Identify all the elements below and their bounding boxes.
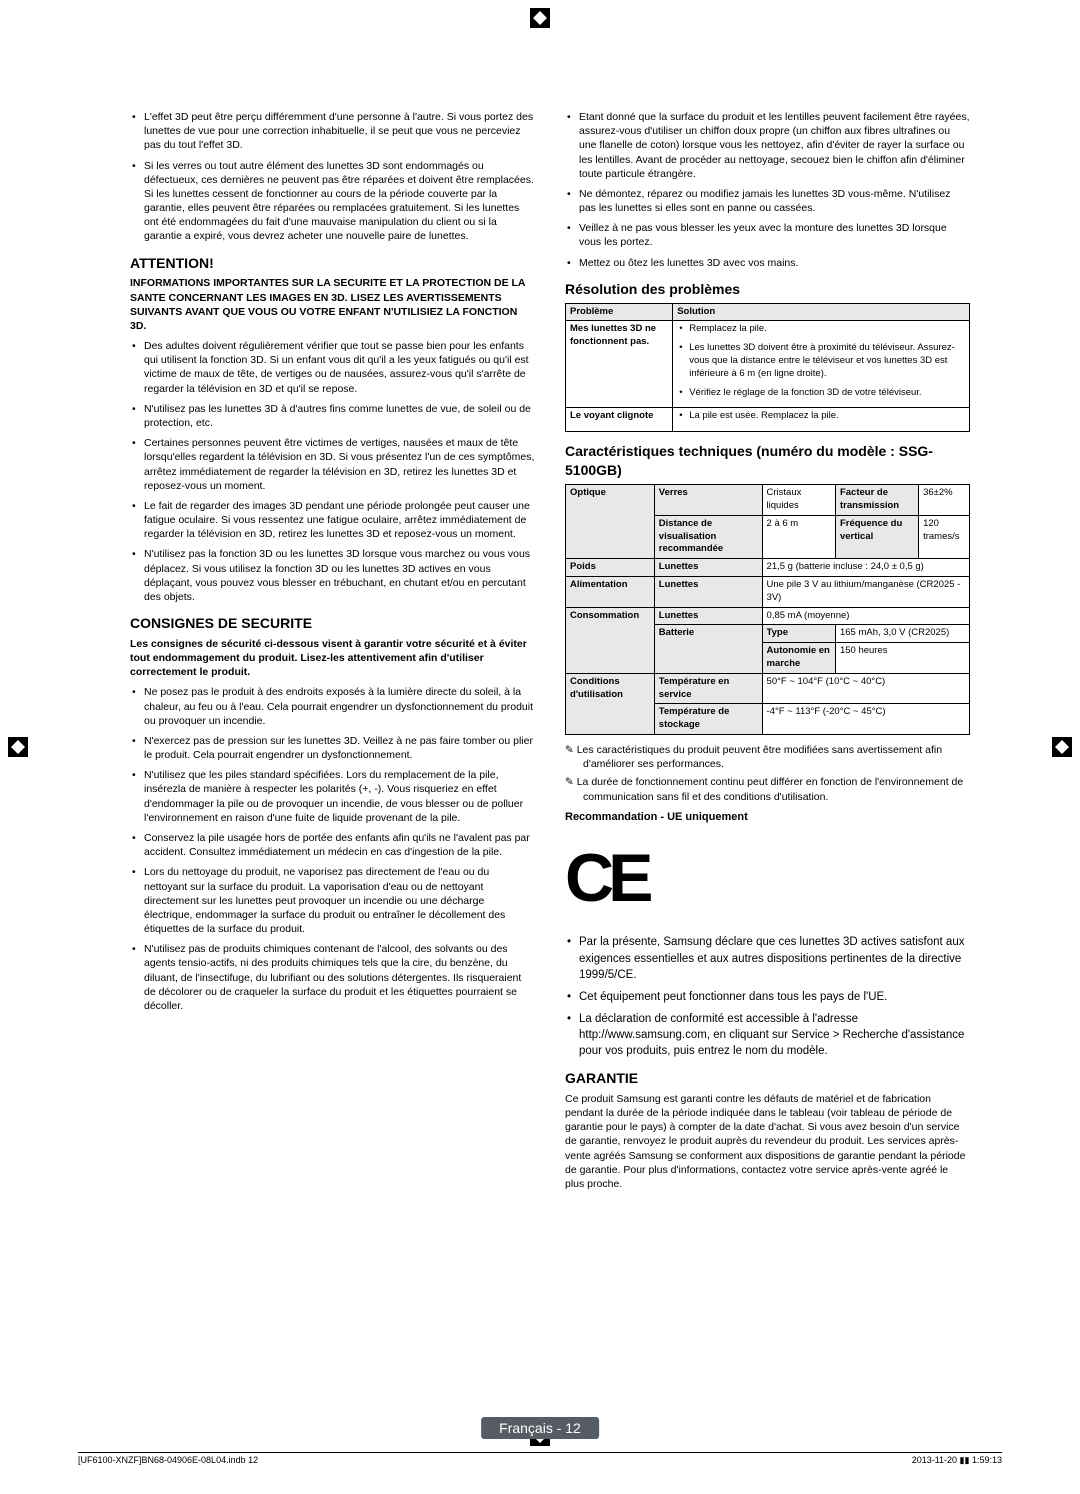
- list-item: Si les verres ou tout autre élément des …: [144, 159, 535, 244]
- top-bullets-right: Etant donné que la surface du produit et…: [565, 110, 970, 270]
- list-item: Ne posez pas le produit à des endroits e…: [144, 685, 535, 728]
- list-item: Certaines personnes peuvent être victime…: [144, 436, 535, 493]
- table-cell: 2 à 6 m: [762, 515, 835, 558]
- resolution-heading: Résolution des problèmes: [565, 280, 970, 299]
- table-header: Solution: [673, 303, 970, 321]
- table-cell: Remplacez la pile. Les lunettes 3D doive…: [673, 321, 970, 408]
- top-bullets-left: L'effet 3D peut être perçu différemment …: [130, 110, 535, 244]
- list-item: Ne démontez, réparez ou modifiez jamais …: [579, 187, 970, 215]
- carac-heading: Caractéristiques techniques (numéro du m…: [565, 442, 970, 480]
- table-cell: Poids: [566, 559, 655, 577]
- list-item: La déclaration de conformité est accessi…: [579, 1011, 970, 1059]
- crop-mark: [1052, 737, 1072, 757]
- list-item: Veillez à ne pas vous blesser les yeux a…: [579, 221, 970, 249]
- list-item: Vérifiez le réglage de la fonction 3D de…: [689, 387, 965, 400]
- consignes-bold: Les consignes de sécurité ci-dessous vis…: [130, 637, 535, 680]
- list-item: Les lunettes 3D doivent être à proximité…: [689, 342, 965, 380]
- right-column: Etant donné que la surface du produit et…: [565, 110, 970, 1191]
- reco-heading: Recommandation - UE uniquement: [565, 810, 970, 825]
- page-columns: L'effet 3D peut être perçu différemment …: [130, 110, 970, 1191]
- table-cell: Le voyant clignote: [566, 408, 673, 432]
- table-cell: Consommation: [566, 607, 655, 673]
- table-cell: Optique: [566, 485, 655, 559]
- note-text: Les caractéristiques du produit peuvent …: [583, 743, 970, 771]
- list-item: N'utilisez pas les lunettes 3D à d'autre…: [144, 402, 535, 430]
- table-cell: 0,85 mA (moyenne): [762, 607, 969, 625]
- table-cell: Batterie: [654, 625, 762, 673]
- table-cell: Facteur de transmission: [835, 485, 918, 516]
- table-cell: La pile est usée. Remplacez la pile.: [673, 408, 970, 432]
- table-cell: Conditions d'utilisation: [566, 673, 655, 734]
- list-item: La pile est usée. Remplacez la pile.: [689, 410, 965, 423]
- list-item: L'effet 3D peut être perçu différemment …: [144, 110, 535, 153]
- consignes-heading: CONSIGNES DE SECURITE: [130, 614, 535, 633]
- list-item: N'utilisez pas la fonction 3D ou les lun…: [144, 547, 535, 604]
- table-cell: 165 mAh, 3,0 V (CR2025): [835, 625, 969, 643]
- garantie-text: Ce produit Samsung est garanti contre le…: [565, 1092, 970, 1191]
- list-item: Lors du nettoyage du produit, ne vaporis…: [144, 865, 535, 936]
- table-cell: Lunettes: [654, 559, 762, 577]
- list-item: Conservez la pile usagée hors de portée …: [144, 831, 535, 859]
- table-cell: Autonomie en marche: [762, 643, 835, 674]
- table-cell: Cristaux liquides: [762, 485, 835, 516]
- attention-heading: ATTENTION!: [130, 254, 535, 273]
- list-item: Mettez ou ôtez les lunettes 3D avec vos …: [579, 256, 970, 270]
- list-item: N'utilisez que les piles standard spécif…: [144, 768, 535, 825]
- list-item: Le fait de regarder des images 3D pendan…: [144, 499, 535, 542]
- troubleshooting-table: Problème Solution Mes lunettes 3D ne fon…: [565, 303, 970, 433]
- note-text: La durée de fonctionnement continu peut …: [583, 775, 970, 803]
- footer-time: 2013-11-20 ▮▮ 1:59:13: [912, 1455, 1002, 1466]
- table-cell: 150 heures: [835, 643, 969, 674]
- list-item: Des adultes doivent régulièrement vérifi…: [144, 339, 535, 396]
- table-cell: 21,5 g (batterie incluse : 24,0 ± 0,5 g): [762, 559, 969, 577]
- attention-bold: INFORMATIONS IMPORTANTES SUR LA SECURITE…: [130, 276, 535, 333]
- left-column: L'effet 3D peut être perçu différemment …: [130, 110, 535, 1191]
- list-item: N'exercez pas de pression sur les lunett…: [144, 734, 535, 762]
- footer-file: [UF6100-XNZF]BN68-04906E-08L04.indb 12: [78, 1455, 258, 1466]
- attention-bullets: Des adultes doivent régulièrement vérifi…: [130, 339, 535, 604]
- table-cell: Température en service: [654, 673, 762, 704]
- table-cell: Mes lunettes 3D ne fonctionnent pas.: [566, 321, 673, 408]
- list-item: Par la présente, Samsung déclare que ces…: [579, 934, 970, 982]
- crop-mark: [8, 737, 28, 757]
- table-cell: Fréquence du vertical: [835, 515, 918, 558]
- table-cell: Verres: [654, 485, 762, 516]
- table-header: Problème: [566, 303, 673, 321]
- garantie-heading: GARANTIE: [565, 1069, 970, 1088]
- table-cell: 50°F ~ 104°F (10°C ~ 40°C): [762, 673, 969, 704]
- table-cell: Type: [762, 625, 835, 643]
- list-item: Remplacez la pile.: [689, 323, 965, 336]
- table-cell: -4°F ~ 113°F (-20°C ~ 45°C): [762, 704, 969, 735]
- crop-mark: [530, 8, 550, 28]
- table-cell: Température de stockage: [654, 704, 762, 735]
- page-footer-lang: Français - 12: [481, 1417, 599, 1439]
- table-cell: 120 trames/s: [919, 515, 970, 558]
- footer-line: [UF6100-XNZF]BN68-04906E-08L04.indb 12 2…: [78, 1452, 1002, 1466]
- table-cell: Alimentation: [566, 576, 655, 607]
- consignes-bullets: Ne posez pas le produit à des endroits e…: [130, 685, 535, 1013]
- table-cell: Lunettes: [654, 576, 762, 607]
- list-item: N'utilisez pas de produits chimiques con…: [144, 942, 535, 1013]
- eu-bullets: Par la présente, Samsung déclare que ces…: [565, 934, 970, 1059]
- list-item: Etant donné que la surface du produit et…: [579, 110, 970, 181]
- table-cell: Lunettes: [654, 607, 762, 625]
- table-cell: 36±2%: [919, 485, 970, 516]
- ce-mark-icon: CE: [565, 833, 970, 925]
- table-cell: Distance de visualisation recommandée: [654, 515, 762, 558]
- spec-table: Optique Verres Cristaux liquides Facteur…: [565, 484, 970, 735]
- table-cell: Une pile 3 V au lithium/manganèse (CR202…: [762, 576, 969, 607]
- list-item: Cet équipement peut fonctionner dans tou…: [579, 989, 970, 1005]
